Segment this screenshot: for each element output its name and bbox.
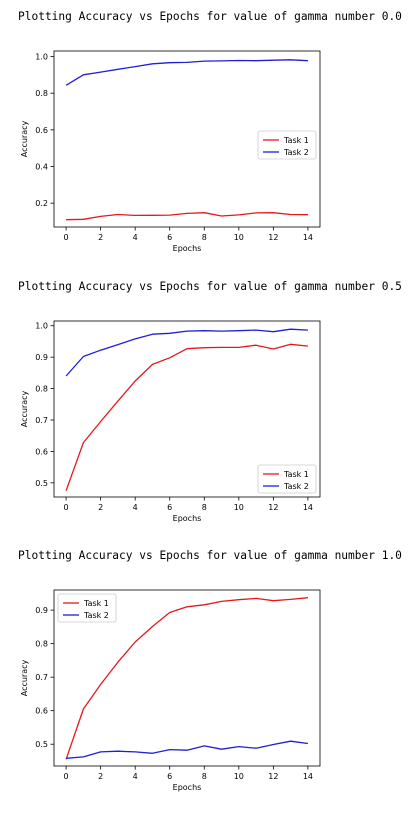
x-tick-label: 12 (268, 503, 278, 512)
x-tick-label: 8 (202, 772, 207, 781)
x-tick-label: 8 (202, 233, 207, 242)
y-tick-label: 0.5 (35, 479, 48, 488)
x-tick-label: 0 (64, 503, 69, 512)
series-line-2 (66, 740, 308, 759)
plot-frame (53, 50, 321, 228)
plot-frame (53, 320, 321, 498)
y-tick-label: 0.8 (35, 640, 48, 649)
x-tick-label: 10 (234, 503, 244, 512)
y-tick-label: 0.9 (35, 606, 48, 615)
x-tick-label: 12 (268, 772, 278, 781)
x-tick-label: 6 (167, 772, 172, 781)
accuracy-chart: 0 2 4 6 8 10 12 14 0.5 0.6 0.7 0.8 0.9 1.0 Epochs Accur… (20, 320, 321, 523)
legend-label-1: Task 1 (283, 470, 309, 479)
accuracy-chart: 0 2 4 6 8 10 12 14 0.5 0.6 0.7 0.8 0.9 Epochs Accuracy… (20, 589, 321, 792)
x-tick-label: 8 (202, 503, 207, 512)
y-tick-label: 0.7 (35, 416, 48, 425)
x-tick-label: 6 (167, 233, 172, 242)
x-tick-label: 2 (98, 503, 103, 512)
legend: Task 1 Task 2 (257, 464, 317, 494)
y-axis-label: Accuracy (20, 120, 29, 157)
x-tick-label: 12 (268, 233, 278, 242)
x-tick-label: 4 (133, 503, 138, 512)
y-tick-label: 0.8 (35, 89, 48, 98)
x-tick-label: 0 (64, 772, 69, 781)
x-tick-label: 10 (234, 233, 244, 242)
y-tick-label: 0.6 (35, 126, 48, 135)
x-tick-label: 2 (98, 233, 103, 242)
legend-label-2: Task 2 (283, 482, 309, 491)
x-axis-label: Epochs (173, 244, 202, 253)
chart-heading: Plotting Accuracy vs Epochs for value of… (18, 549, 402, 562)
y-tick-label: 0.6 (35, 447, 48, 456)
y-tick-label: 0.2 (35, 199, 48, 208)
series-line-1 (65, 597, 308, 760)
y-tick-label: 0.5 (35, 740, 48, 749)
y-tick-label: 1.0 (35, 322, 48, 331)
x-tick-label: 2 (98, 772, 103, 781)
y-tick-label: 0.4 (35, 163, 48, 172)
chart-block-gamma-0-0: Plotting Accuracy vs Epochs for value of… (0, 8, 420, 278)
y-tick-label: 1.0 (35, 53, 48, 62)
legend-label-2: Task 2 (283, 148, 309, 157)
x-tick-label: 0 (64, 233, 69, 242)
chart-block-gamma-0-5: Plotting Accuracy vs Epochs for value of… (0, 278, 420, 548)
x-tick-label: 4 (133, 772, 138, 781)
plot-frame (53, 589, 321, 767)
x-axis-label: Epochs (173, 514, 202, 523)
y-tick-label: 0.7 (35, 673, 48, 682)
chart-heading: Plotting Accuracy vs Epochs for value of… (18, 280, 402, 293)
series-line-1 (66, 212, 308, 221)
legend-label-1: Task 1 (83, 599, 109, 608)
x-tick-label: 4 (133, 233, 138, 242)
chart-heading: Plotting Accuracy vs Epochs for value of… (18, 10, 402, 23)
y-tick-label: 0.6 (35, 707, 48, 716)
legend-label-2: Task 2 (83, 611, 109, 620)
y-tick-label: 0.9 (35, 353, 48, 362)
legend: Task 1 Task 2 (57, 593, 117, 623)
series-line-2 (65, 328, 308, 377)
x-tick-label: 14 (303, 503, 313, 512)
x-tick-label: 14 (303, 233, 313, 242)
y-axis-label: Accuracy (20, 659, 29, 696)
legend: Task 1 Task 2 (257, 130, 317, 160)
accuracy-chart: 0 2 4 6 8 10 12 14 0.2 0.4 0.6 0.8 1.0 Epochs Accuracy… (20, 50, 321, 253)
legend-label-1: Task 1 (283, 136, 309, 145)
x-axis-label: Epochs (173, 783, 202, 792)
series-line-1 (65, 343, 308, 491)
y-axis-label: Accuracy (20, 390, 29, 427)
x-tick-label: 10 (234, 772, 244, 781)
x-tick-label: 14 (303, 772, 313, 781)
chart-block-gamma-1-0: Plotting Accuracy vs Epochs for value of… (0, 547, 420, 817)
y-tick-label: 0.8 (35, 385, 48, 394)
x-tick-label: 6 (167, 503, 172, 512)
series-line-2 (65, 59, 308, 86)
